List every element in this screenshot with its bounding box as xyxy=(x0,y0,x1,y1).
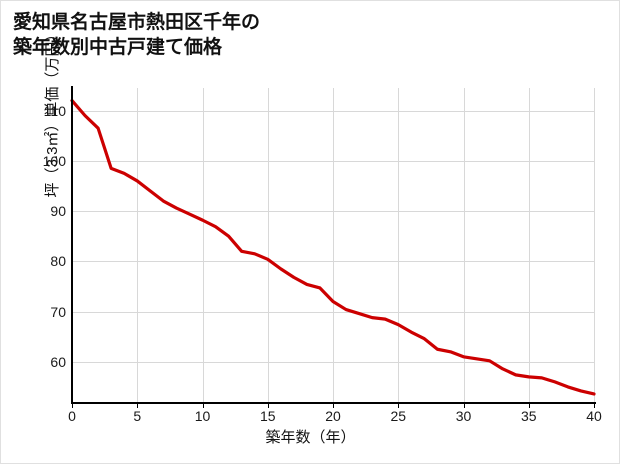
grid-line-vertical xyxy=(594,88,595,402)
y-axis-tick-labels: 60 70 80 90 100 110 xyxy=(28,0,66,465)
y-axis-label-wrapper: 坪（3.3㎡）単価（万円） xyxy=(42,0,64,257)
x-axis-tick-mark xyxy=(594,404,595,408)
plot-area xyxy=(70,88,596,402)
x-axis-label: 築年数（年） xyxy=(265,429,356,446)
y-axis-tick-label: 70 xyxy=(50,303,66,320)
gridlines xyxy=(72,88,595,402)
x-axis-tick-label: 0 xyxy=(68,408,76,424)
grid-line-vertical xyxy=(137,88,139,402)
grid-line-vertical xyxy=(267,88,269,402)
x-axis-tick-mark xyxy=(137,404,139,408)
x-axis-tick-label: 35 xyxy=(520,408,537,424)
x-axis-spine xyxy=(71,402,596,404)
x-axis-tick-label: 10 xyxy=(194,408,211,424)
grid-line-vertical xyxy=(528,88,530,402)
grid-line-vertical xyxy=(398,88,400,402)
x-axis-tick-label: 5 xyxy=(133,408,142,424)
x-axis-tick-label: 40 xyxy=(586,408,602,424)
grid-line-vertical xyxy=(202,88,204,402)
y-axis-tick-label: 90 xyxy=(50,203,66,220)
chart-title: 愛知県名古屋市熱田区千年の 築年数別中古戸建て価格 xyxy=(13,12,261,58)
y-axis-spine xyxy=(71,86,73,404)
x-axis-tick-mark xyxy=(398,404,400,408)
x-axis-tick-mark xyxy=(528,404,530,408)
y-axis-tick-label: 80 xyxy=(50,253,66,270)
y-axis-tick-label: 100 xyxy=(42,152,66,169)
data-series-line xyxy=(70,98,596,396)
x-axis-tick-label: 25 xyxy=(390,408,407,424)
y-axis-tick-label: 60 xyxy=(50,353,66,370)
grid-line-vertical xyxy=(333,88,334,402)
x-axis-tick-mark xyxy=(202,404,204,408)
x-axis-tick-mark xyxy=(267,404,269,408)
y-axis-label: 坪（3.3㎡）単価（万円） xyxy=(44,26,61,198)
y-axis-tick-label: 110 xyxy=(43,102,66,119)
grid-line-vertical xyxy=(463,88,465,402)
x-axis-tick-label: 20 xyxy=(325,408,341,424)
x-axis-tick-label: 30 xyxy=(455,408,472,424)
x-axis-tick-mark xyxy=(463,404,465,408)
x-axis-tick-mark xyxy=(72,404,73,408)
x-axis-tick-label: 15 xyxy=(259,408,276,424)
x-axis-tick-mark xyxy=(333,404,334,408)
